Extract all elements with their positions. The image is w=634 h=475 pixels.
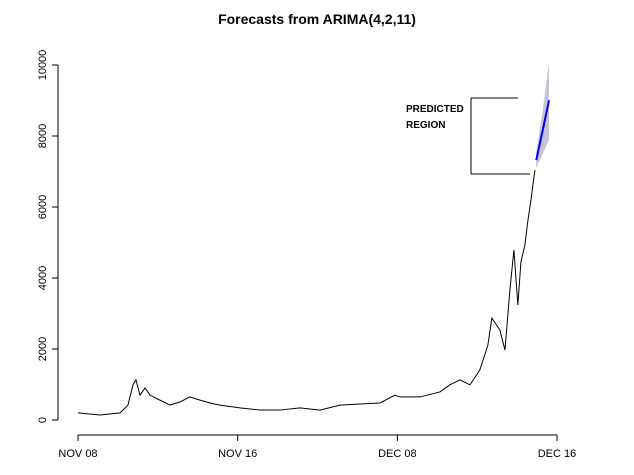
line [77,170,536,416]
y-tick-label: 2000 [37,337,49,361]
annotation-bracket [470,97,530,175]
x-tick-label: NOV 16 [218,448,257,460]
x-tick-label: DEC 08 [378,448,417,460]
y-tick-label: 8000 [37,124,49,148]
y-tick-label: 4000 [37,266,49,290]
line [535,99,550,161]
x-tick-label: NOV 08 [58,448,97,460]
chart-title: Forecasts from ARIMA(4,2,11) [218,11,416,27]
annotation: REGION [406,120,445,131]
y-tick-label: 6000 [37,195,49,219]
y-tick-label: 10000 [37,50,49,81]
x-tick-label: DEC 16 [538,448,577,460]
annotation: PREDICTED [406,104,464,115]
y-tick-label: 0 [37,417,49,423]
